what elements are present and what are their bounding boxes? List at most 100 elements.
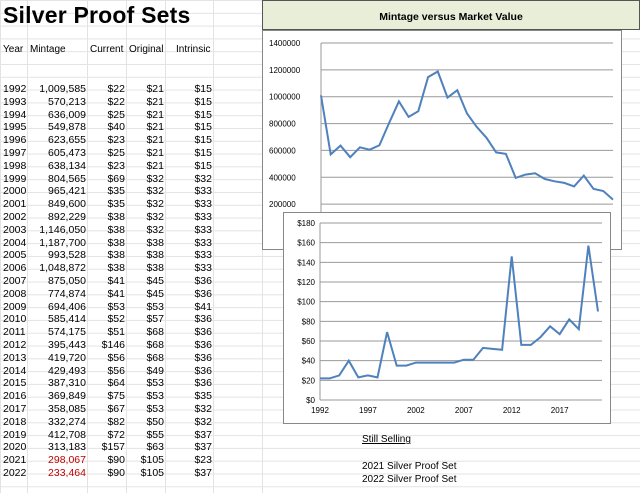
- cell-year[interactable]: 2016: [3, 390, 27, 403]
- cell-current[interactable]: $38: [107, 223, 125, 236]
- cell-current[interactable]: $52: [107, 313, 125, 326]
- cell-original[interactable]: $32: [146, 211, 164, 223]
- cell-year[interactable]: 2013: [3, 351, 27, 364]
- cell-year[interactable]: 2005: [3, 249, 27, 262]
- cell-mintage[interactable]: 774,874: [48, 287, 86, 300]
- cell-mintage[interactable]: 605,473: [48, 147, 86, 159]
- cell-year[interactable]: 2000: [3, 185, 27, 198]
- cell-original[interactable]: $45: [146, 287, 164, 300]
- cell-current[interactable]: $67: [107, 403, 125, 415]
- cell-original[interactable]: $55: [146, 428, 164, 441]
- cell-intrinsic[interactable]: $36: [194, 313, 212, 326]
- cell-current[interactable]: $146: [101, 339, 125, 351]
- cell-year[interactable]: 2015: [3, 377, 27, 390]
- cell-intrinsic[interactable]: $33: [194, 185, 212, 198]
- cell-year[interactable]: 2006: [3, 262, 27, 275]
- cell-original[interactable]: $32: [146, 185, 164, 198]
- cell-year[interactable]: 2022: [3, 467, 27, 479]
- cell-mintage[interactable]: 570,213: [48, 95, 86, 108]
- cell-year[interactable]: 2009: [3, 300, 27, 313]
- cell-year[interactable]: 1993: [3, 95, 27, 108]
- cell-mintage[interactable]: 369,849: [48, 390, 86, 403]
- cell-original[interactable]: $21: [146, 121, 164, 134]
- cell-year[interactable]: 2021: [3, 454, 27, 467]
- cell-year[interactable]: 2012: [3, 339, 27, 351]
- cell-original[interactable]: $38: [146, 236, 164, 249]
- cell-original[interactable]: $21: [146, 95, 164, 108]
- cell-year[interactable]: 2010: [3, 313, 27, 326]
- cell-year[interactable]: 2014: [3, 364, 27, 377]
- cell-mintage[interactable]: 623,655: [48, 134, 86, 147]
- cell-mintage[interactable]: 395,443: [48, 339, 86, 351]
- cell-mintage[interactable]: 849,600: [48, 198, 86, 211]
- cell-year[interactable]: 2003: [3, 223, 27, 236]
- cell-intrinsic[interactable]: $36: [194, 364, 212, 377]
- cell-original[interactable]: $63: [146, 441, 164, 454]
- cell-mintage[interactable]: 1,187,700: [39, 236, 86, 249]
- cell-intrinsic[interactable]: $23: [194, 454, 212, 467]
- cell-year[interactable]: 2017: [3, 403, 27, 415]
- still-selling-link[interactable]: Still Selling: [362, 434, 411, 445]
- cell-year[interactable]: 2001: [3, 198, 27, 211]
- cell-intrinsic[interactable]: $36: [194, 326, 212, 339]
- cell-mintage[interactable]: 574,175: [48, 326, 86, 339]
- cell-year[interactable]: 2020: [3, 441, 27, 454]
- cell-year[interactable]: 2019: [3, 428, 27, 441]
- cell-mintage[interactable]: 1,146,050: [39, 223, 86, 236]
- cell-intrinsic[interactable]: $36: [194, 339, 212, 351]
- cell-year[interactable]: 1998: [3, 159, 27, 172]
- cell-mintage[interactable]: 298,067: [48, 454, 86, 467]
- cell-original[interactable]: $68: [146, 326, 164, 339]
- cell-mintage[interactable]: 875,050: [48, 275, 86, 287]
- cell-original[interactable]: $53: [146, 377, 164, 390]
- cell-current[interactable]: $23: [107, 159, 125, 172]
- cell-intrinsic[interactable]: $15: [194, 159, 212, 172]
- cell-intrinsic[interactable]: $33: [194, 249, 212, 262]
- cell-current[interactable]: $90: [107, 454, 125, 467]
- cell-year[interactable]: 2004: [3, 236, 27, 249]
- cell-intrinsic[interactable]: $15: [194, 147, 212, 159]
- cell-original[interactable]: $105: [140, 454, 164, 467]
- cell-original[interactable]: $21: [146, 147, 164, 159]
- cell-current[interactable]: $25: [107, 147, 125, 159]
- cell-original[interactable]: $105: [140, 467, 164, 479]
- cell-intrinsic[interactable]: $15: [194, 108, 212, 121]
- cell-year[interactable]: 1999: [3, 172, 27, 185]
- cell-intrinsic[interactable]: $37: [194, 428, 212, 441]
- cell-original[interactable]: $53: [146, 390, 164, 403]
- cell-intrinsic[interactable]: $15: [194, 83, 212, 95]
- cell-mintage[interactable]: 387,310: [48, 377, 86, 390]
- cell-original[interactable]: $21: [146, 108, 164, 121]
- cell-original[interactable]: $45: [146, 275, 164, 287]
- cell-original[interactable]: $49: [146, 364, 164, 377]
- cell-current[interactable]: $53: [107, 300, 125, 313]
- cell-intrinsic[interactable]: $33: [194, 223, 212, 236]
- cell-mintage[interactable]: 1,048,872: [39, 262, 86, 275]
- cell-intrinsic[interactable]: $33: [194, 198, 212, 211]
- cell-original[interactable]: $53: [146, 300, 164, 313]
- cell-original[interactable]: $53: [146, 403, 164, 415]
- cell-current[interactable]: $75: [107, 390, 125, 403]
- cell-current[interactable]: $22: [107, 95, 125, 108]
- cell-current[interactable]: $40: [107, 121, 125, 134]
- cell-year[interactable]: 1992: [3, 83, 27, 95]
- cell-mintage[interactable]: 585,414: [48, 313, 86, 326]
- cell-original[interactable]: $57: [146, 313, 164, 326]
- cell-current[interactable]: $157: [101, 441, 125, 454]
- cell-intrinsic[interactable]: $35: [194, 390, 212, 403]
- cell-intrinsic[interactable]: $36: [194, 351, 212, 364]
- cell-original[interactable]: $50: [146, 415, 164, 428]
- cell-original[interactable]: $32: [146, 223, 164, 236]
- cell-current[interactable]: $23: [107, 134, 125, 147]
- cell-year[interactable]: 2011: [3, 326, 26, 339]
- cell-current[interactable]: $38: [107, 262, 125, 275]
- cell-current[interactable]: $56: [107, 351, 125, 364]
- cell-current[interactable]: $35: [107, 198, 125, 211]
- cell-current[interactable]: $38: [107, 249, 125, 262]
- cell-intrinsic[interactable]: $32: [194, 415, 212, 428]
- cell-original[interactable]: $21: [146, 134, 164, 147]
- cell-mintage[interactable]: 804,565: [48, 172, 86, 185]
- cell-mintage[interactable]: 638,134: [48, 159, 86, 172]
- cell-mintage[interactable]: 332,274: [48, 415, 86, 428]
- cell-intrinsic[interactable]: $33: [194, 211, 212, 223]
